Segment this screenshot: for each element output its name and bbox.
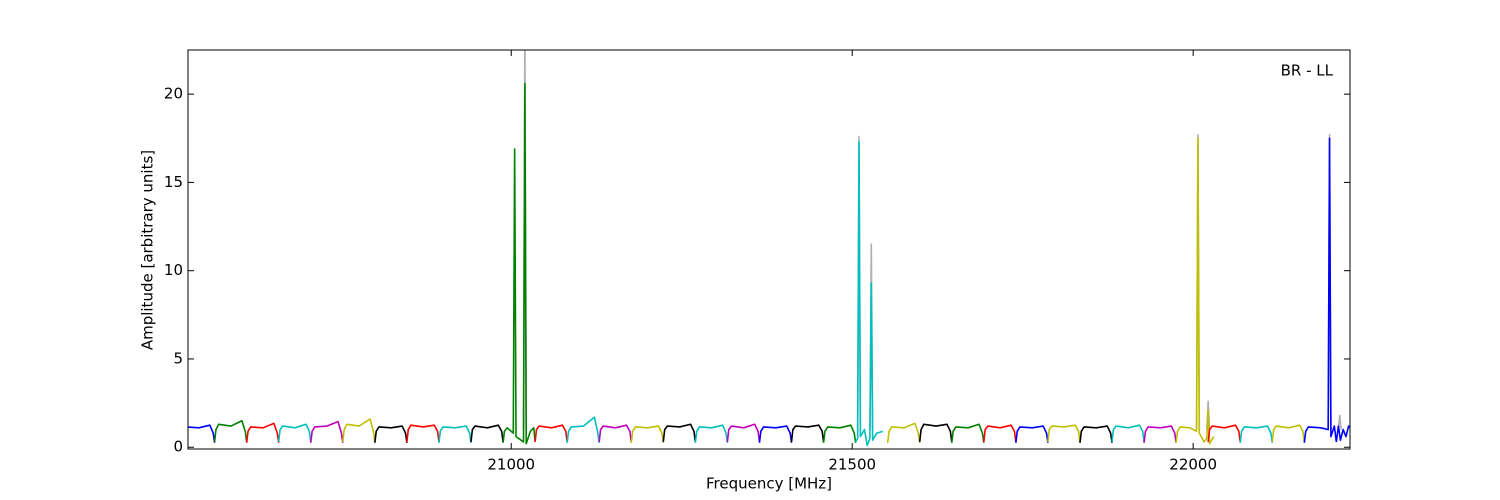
spectrum-line	[277, 423, 312, 443]
spectrum-line	[534, 424, 568, 443]
spectrum-line	[502, 82, 536, 445]
x-axis-label: Frequency [MHz]	[706, 475, 832, 493]
spectrum-line	[1175, 137, 1215, 445]
spectrum-line	[662, 423, 697, 443]
y-tick-label: 20	[164, 85, 183, 103]
x-tick-label: 21000	[487, 456, 535, 474]
x-tick-label: 22000	[1169, 456, 1217, 474]
spectrum-line	[406, 424, 440, 443]
spectrum-line	[1207, 424, 1242, 443]
y-tick-label: 15	[164, 173, 183, 191]
spectrum-line	[790, 424, 825, 443]
spectrum-line	[630, 425, 665, 443]
spectrum-line	[1079, 425, 1113, 443]
spectrum-line	[438, 425, 472, 443]
spectrum-line	[1015, 425, 1049, 443]
plot-frame	[187, 49, 1351, 450]
spectrum-line	[245, 422, 280, 443]
spectrum-line	[1111, 424, 1145, 443]
spectrum-line	[522, 50, 1342, 430]
spectrum-line	[854, 141, 884, 447]
spectrum-line	[886, 422, 921, 443]
spectrum-line	[566, 416, 600, 443]
spectrum-line	[309, 420, 344, 443]
spectrum-line	[918, 423, 953, 443]
spectrum-line	[188, 424, 216, 443]
spectrum-line	[1271, 424, 1306, 443]
spectrum-line	[983, 424, 1017, 443]
spectrum-line	[950, 423, 985, 443]
spectrum-line	[1335, 425, 1350, 443]
spectrum-line	[1303, 137, 1338, 443]
plot-lines	[188, 50, 1350, 447]
y-axis-label: Amplitude [arbitrary units]	[139, 150, 157, 350]
y-tick-label: 5	[173, 349, 183, 367]
y-tick-label: 0	[173, 438, 183, 456]
spectrum-line	[758, 425, 793, 443]
y-tick-label: 10	[164, 261, 183, 279]
spectrum-line	[1143, 425, 1177, 443]
spectrum-line	[342, 418, 376, 443]
spectrum-line	[213, 419, 248, 443]
spectrum-line	[726, 423, 761, 443]
spectrum-line	[374, 425, 408, 443]
spectrum-line	[1239, 425, 1274, 443]
spectrum-line	[694, 424, 729, 443]
spectrum-line	[822, 424, 857, 443]
spectrum-line	[470, 424, 504, 443]
annotation: BR - LL	[1281, 62, 1334, 80]
x-tick-label: 21500	[828, 456, 876, 474]
spectrum-line	[598, 424, 633, 443]
spectrum-line	[1047, 424, 1081, 443]
